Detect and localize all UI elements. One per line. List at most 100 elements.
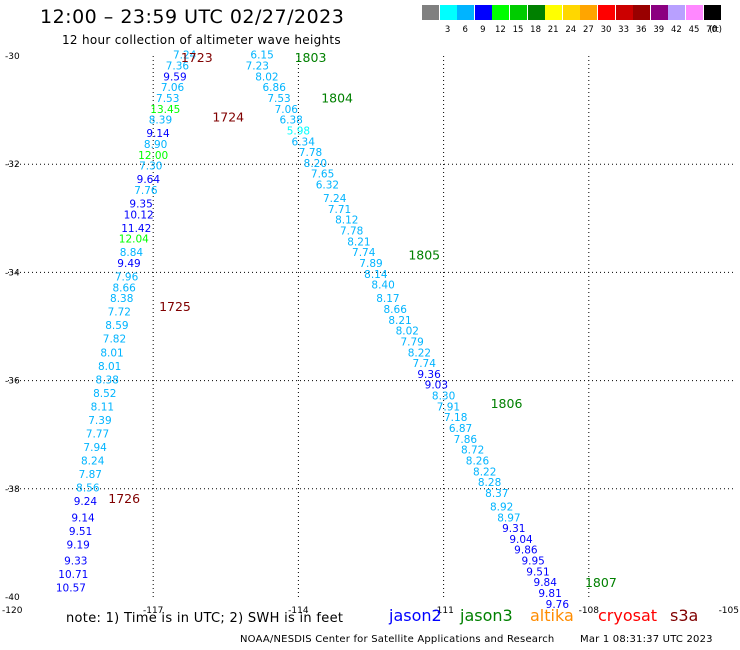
legend-label: 15 [512, 25, 524, 35]
data-point-label: 6.34 [292, 136, 316, 148]
time-label: 1725 [159, 299, 191, 314]
data-point-label: 8.90 [144, 139, 167, 151]
satellite-s3a: s3a [670, 606, 699, 625]
data-point-label: 8.40 [371, 280, 394, 292]
data-point-label: 8.02 [396, 326, 419, 338]
timestamp: Mar 1 08:31:37 UTC 2023 [580, 634, 713, 645]
time-label: 1804 [321, 91, 353, 106]
legend-label: 45 [688, 25, 700, 35]
legend-swatch [650, 5, 668, 20]
data-point-label: 8.28 [478, 477, 501, 489]
data-point-label: 8.01 [100, 347, 123, 359]
time-label: 1803 [295, 50, 327, 65]
legend-label: 6 [462, 25, 468, 35]
data-point-label: 9.51 [69, 526, 92, 538]
data-point-label: 7.86 [454, 434, 478, 446]
data-point-label: 8.02 [255, 71, 278, 83]
time-label: 1724 [212, 110, 244, 125]
legend-label: 30 [600, 25, 612, 35]
y-tick-label: -32 [5, 160, 20, 170]
data-point-label: 7.76 [134, 185, 158, 197]
data-point-label: 6.15 [250, 50, 273, 62]
legend-swatch [457, 5, 475, 20]
data-point-label: 8.37 [485, 488, 508, 500]
data-point-label: 11.42 [121, 223, 151, 235]
legend-swatch [686, 5, 703, 20]
legend-swatch [668, 5, 686, 20]
legend-swatch [580, 5, 598, 20]
data-point-label: 9.84 [534, 577, 558, 589]
data-point-label: 7.87 [79, 469, 102, 481]
data-point-label: 7.36 [166, 61, 190, 73]
data-point-label: 9.64 [137, 174, 161, 186]
time-label: 1805 [408, 247, 440, 262]
data-point-label: 7.82 [103, 334, 126, 346]
data-point-label: 9.24 [74, 496, 98, 508]
time-label: 1726 [108, 491, 140, 506]
time-label: 1806 [491, 396, 523, 411]
x-tick-label: -111 [433, 606, 453, 616]
data-point-label: 9.51 [526, 566, 549, 578]
satellite-altika: altika [530, 606, 574, 625]
y-tick-label: -30 [5, 52, 20, 62]
data-point-label: 6.87 [449, 423, 472, 435]
data-point-label: 9.19 [66, 539, 89, 551]
x-tick-label: -117 [143, 606, 163, 616]
legend-label: 33 [618, 25, 629, 35]
data-point-label: 10.12 [124, 209, 154, 221]
legend-swatch [598, 5, 615, 20]
data-point-label: 7.39 [88, 415, 111, 427]
data-point-label: 8.59 [105, 320, 128, 332]
legend-swatch [615, 5, 633, 20]
legend-label: 70 [706, 25, 717, 35]
x-tick-label: -105 [719, 606, 739, 616]
x-tick-label: -120 [2, 606, 23, 616]
data-point-label: 8.22 [473, 466, 496, 478]
data-point-label: 8.66 [112, 282, 136, 294]
data-point-label: 8.72 [461, 445, 484, 457]
data-point-label: 8.11 [91, 401, 114, 413]
legend-label: 27 [582, 25, 594, 35]
data-point-label: 8.56 [76, 483, 100, 495]
data-point-label: 7.91 [437, 401, 460, 413]
legend-label: 42 [670, 25, 682, 35]
data-point-label: 6.38 [279, 115, 302, 127]
legend-label: 39 [653, 25, 665, 35]
data-point-label: 7.24 [173, 50, 197, 62]
time-label: 1723 [181, 50, 213, 65]
x-tick-label: -114 [288, 606, 309, 616]
data-point-label: 9.49 [117, 258, 140, 270]
legend-swatch [439, 5, 457, 20]
data-point-label: 8.14 [364, 269, 388, 281]
data-point-label: 6.86 [263, 82, 287, 94]
data-point-label: 7.06 [275, 104, 299, 116]
data-point-label: 7.53 [156, 93, 179, 105]
data-point-label: 9.36 [417, 369, 441, 381]
data-point-label: 9.33 [64, 556, 87, 568]
legend-label: 18 [530, 25, 541, 35]
data-point-label: 9.59 [163, 71, 186, 83]
legend-swatch [633, 5, 651, 20]
data-point-label: 8.17 [376, 293, 399, 305]
legend-swatch [510, 5, 527, 20]
data-point-label: 7.24 [323, 193, 347, 205]
legend-label: 36 [635, 25, 647, 35]
data-point-label: 8.39 [149, 115, 172, 127]
data-point-label: 9.14 [71, 512, 95, 524]
data-point-label: 7.74 [413, 358, 437, 370]
data-point-label: 9.81 [538, 588, 561, 600]
data-point-label: 8.38 [110, 293, 133, 305]
data-point-label: 7.94 [83, 442, 107, 454]
data-point-label: 7.23 [246, 61, 269, 73]
data-point-label: 7.30 [139, 161, 162, 173]
legend-swatch [545, 5, 563, 20]
data-point-label: 8.21 [388, 315, 411, 327]
data-point-label: 13.45 [150, 104, 180, 116]
data-point-label: 8.92 [490, 501, 513, 513]
y-tick-label: -40 [5, 593, 20, 603]
data-point-label: 7.53 [267, 93, 290, 105]
x-tick-label: -108 [579, 606, 600, 616]
legend-swatch [474, 5, 492, 20]
time-label: 1807 [585, 575, 617, 590]
legend-label: 12 [494, 25, 506, 35]
